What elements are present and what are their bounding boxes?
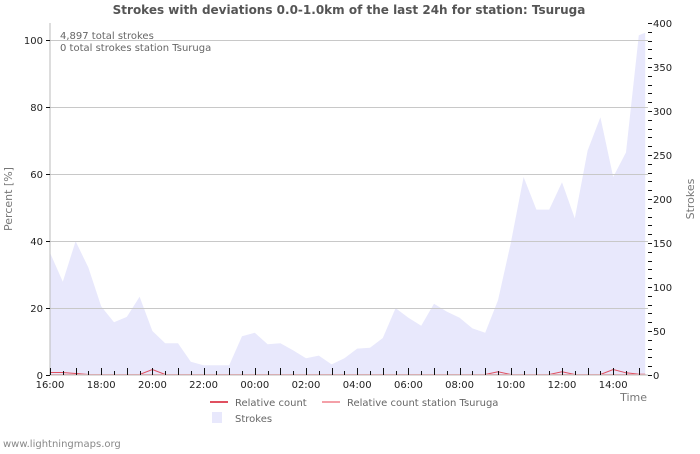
legend-item-relative-count-station[interactable]: Relative count station Tsuruga [322, 398, 498, 409]
y-axis-right-label: Strokes [684, 178, 697, 219]
y-left-tick-label: 40 [30, 237, 43, 248]
y-right-tick-label: 300 [653, 107, 672, 118]
legend-label-relative-count-station: Relative count station Tsuruga [347, 398, 498, 409]
y-axis-left-label: Percent [%] [2, 167, 15, 231]
y-axis-left: 0 20 40 60 80 100 [24, 36, 50, 382]
station-strokes-info: 0 total strokes station Tsuruga [60, 43, 211, 54]
y-right-tick-label: 400 [653, 19, 672, 30]
y-left-tick-label: 100 [24, 36, 43, 47]
x-tick-label: 00:00 [240, 380, 269, 391]
footer-link[interactable]: www.lightningmaps.org [3, 439, 121, 450]
grid-lines [50, 40, 648, 309]
x-axis: 16:00 18:00 20:00 22:00 00:00 02:00 04:00 06:00… [36, 368, 640, 391]
x-tick-label: 14:00 [599, 380, 628, 391]
y-right-tick-label: 200 [653, 195, 672, 206]
x-tick-label: 20:00 [138, 380, 167, 391]
x-tick-label: 02:00 [292, 380, 321, 391]
x-tick-label: 22:00 [189, 380, 218, 391]
x-tick-label: 08:00 [445, 380, 474, 391]
y-axis-right: 0 50 100 150 200 250 300 350 400 [648, 19, 672, 382]
legend-swatch-strokes [212, 412, 222, 423]
legend-label-relative-count: Relative count [235, 398, 307, 409]
strokes-area [50, 32, 646, 375]
x-tick-label: 12:00 [548, 380, 577, 391]
legend: Relative count Relative count station Ts… [210, 398, 498, 425]
y-right-tick-label: 0 [653, 371, 659, 382]
x-tick-label: 16:00 [36, 380, 65, 391]
y-left-tick-label: 60 [30, 170, 43, 181]
plot-frame [49, 23, 648, 376]
y-right-tick-label: 100 [653, 283, 672, 294]
y-right-tick-label: 250 [653, 151, 672, 162]
x-tick-label: 04:00 [343, 380, 372, 391]
y-right-tick-label: 150 [653, 239, 672, 250]
legend-item-strokes[interactable]: Strokes [212, 412, 272, 425]
x-tick-label: 10:00 [496, 380, 525, 391]
y-right-tick-label: 350 [653, 63, 672, 74]
x-axis-label: Time [619, 391, 647, 404]
x-tick-label: 06:00 [394, 380, 423, 391]
y-left-tick-label: 80 [30, 103, 43, 114]
legend-item-relative-count[interactable]: Relative count [210, 398, 307, 409]
y-left-tick-label: 0 [37, 371, 43, 382]
y-left-tick-label: 20 [30, 304, 43, 315]
total-strokes-info: 4,897 total strokes [60, 31, 154, 42]
x-tick-label: 18:00 [87, 380, 116, 391]
legend-label-strokes: Strokes [235, 414, 272, 425]
chart-title: Strokes with deviations 0.0-1.0km of the… [113, 3, 586, 17]
y-right-tick-label: 50 [653, 327, 666, 338]
strokes-area-series [50, 32, 646, 375]
